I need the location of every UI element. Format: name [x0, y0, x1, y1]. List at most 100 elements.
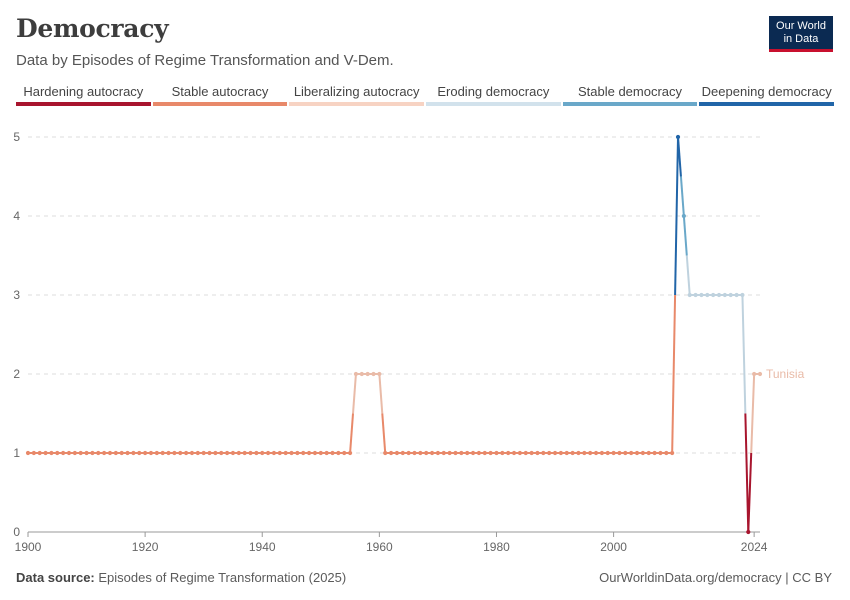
data-point [482, 450, 487, 456]
data-point [740, 292, 745, 298]
data-point [318, 450, 323, 456]
data-point [646, 450, 651, 456]
data-point [728, 292, 733, 298]
owid-logo[interactable]: Our World in Data [769, 16, 833, 52]
data-point [441, 450, 446, 456]
series-segment [671, 294, 677, 454]
data-point [535, 450, 540, 456]
x-tick-label: 1940 [249, 540, 276, 554]
data-point [693, 292, 698, 298]
data-point [125, 450, 130, 456]
data-point [160, 450, 165, 456]
data-point [435, 450, 441, 456]
data-point [664, 450, 669, 456]
data-point [388, 450, 394, 456]
data-point [219, 450, 224, 456]
legend-item-hardening-autocracy[interactable]: Hardening autocracy [16, 82, 151, 108]
x-tick-label: 1980 [483, 540, 510, 554]
data-point [418, 450, 423, 456]
data-point [113, 450, 118, 456]
data-point [301, 450, 306, 456]
legend-label: Eroding democracy [437, 84, 550, 99]
data-point [699, 292, 704, 298]
legend-swatch [16, 102, 151, 106]
legend-item-stable-democracy[interactable]: Stable democracy [562, 82, 698, 108]
data-point [658, 450, 663, 456]
data-point [365, 371, 370, 377]
series-segment [747, 452, 753, 533]
data-point [178, 450, 183, 456]
legend-label: Stable autocracy [171, 84, 269, 99]
data-point [148, 450, 154, 456]
data-point [377, 371, 382, 377]
legend-item-liberalizing-autocracy[interactable]: Liberalizing autocracy [289, 82, 425, 108]
series-segment [378, 373, 384, 414]
legend-swatch [426, 102, 561, 106]
data-point [383, 450, 388, 456]
chart-subtitle: Data by Episodes of Regime Transformatio… [16, 52, 394, 69]
data-point [752, 371, 757, 377]
y-tick-label: 4 [13, 209, 20, 223]
data-point [552, 450, 558, 456]
data-point [225, 450, 230, 456]
legend-item-deepening-democracy[interactable]: Deepening democracy [699, 82, 835, 108]
data-point [347, 450, 353, 456]
data-source: Data source: Episodes of Regime Transfor… [16, 570, 346, 585]
y-tick-label: 2 [13, 367, 20, 381]
data-point [306, 450, 312, 456]
credit-link[interactable]: OurWorldinData.org/democracy | CC BY [599, 570, 832, 585]
legend-item-stable-autocracy[interactable]: Stable autocracy [152, 82, 288, 108]
data-point [757, 371, 763, 377]
data-point [43, 450, 48, 456]
data-point [66, 450, 72, 456]
data-point [342, 450, 347, 456]
data-point [670, 450, 675, 456]
series-segment [741, 294, 747, 414]
data-point [90, 450, 95, 456]
data-point [453, 450, 458, 456]
data-point [593, 450, 599, 456]
data-point [529, 450, 534, 456]
data-point [289, 450, 294, 456]
data-point [277, 450, 282, 456]
legend-label: Hardening autocracy [23, 84, 144, 99]
data-point [154, 450, 159, 456]
y-tick-label: 3 [13, 288, 20, 302]
legend-swatch [562, 102, 698, 106]
data-point [517, 450, 523, 456]
data-point [629, 450, 634, 456]
data-point [78, 450, 83, 456]
data-point [371, 371, 376, 377]
source-text[interactable]: Episodes of Regime Transformation (2025) [98, 570, 347, 585]
series-segment [750, 373, 756, 454]
data-point [242, 450, 247, 456]
legend-swatch [152, 102, 288, 106]
data-point [746, 529, 751, 535]
data-point [189, 450, 195, 456]
series-segment [677, 136, 682, 177]
data-point [260, 450, 265, 456]
data-point [353, 371, 359, 377]
legend-label: Stable democracy [577, 84, 683, 99]
y-tick-label: 1 [13, 446, 20, 460]
data-point [119, 450, 124, 456]
data-point [49, 450, 54, 456]
series-segment [685, 255, 691, 296]
data-point [207, 450, 212, 456]
data-point [640, 450, 645, 456]
data-point [675, 134, 681, 140]
data-point [394, 450, 400, 456]
data-point [312, 450, 318, 456]
data-point [102, 450, 107, 456]
legend-item-eroding-democracy[interactable]: Eroding democracy [426, 82, 561, 108]
legend-swatch [289, 102, 425, 106]
legend-label: Deepening democracy [701, 84, 832, 99]
data-point [195, 450, 200, 456]
series-segment [744, 413, 750, 533]
x-tick-label: 2000 [600, 540, 627, 554]
data-point [271, 450, 277, 456]
data-point [576, 450, 581, 456]
data-point [406, 450, 411, 456]
data-point [588, 450, 593, 456]
